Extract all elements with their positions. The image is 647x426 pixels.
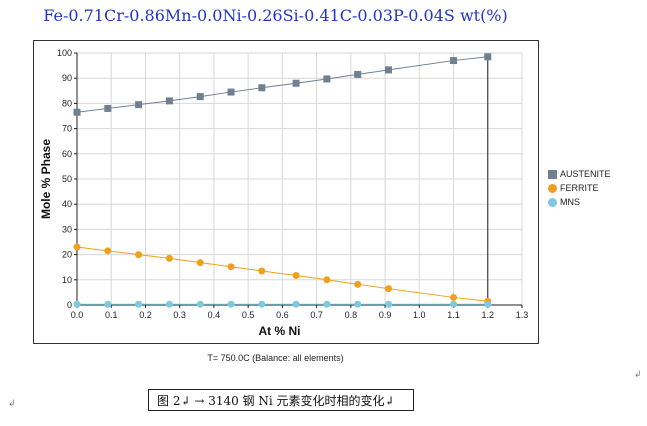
y-tick-label: 20 — [62, 250, 72, 260]
point-austenite — [323, 75, 331, 83]
point-ferrite — [385, 285, 392, 293]
point-ferrite — [227, 263, 235, 271]
point-austenite — [354, 70, 362, 78]
x-tick-label: 1.1 — [447, 310, 460, 320]
point-mns — [292, 300, 300, 308]
x-tick-label: 0.8 — [345, 310, 358, 320]
y-axis-title: Mole % Phase — [39, 139, 53, 219]
return-mark-left: ↲ — [8, 398, 16, 408]
y-tick-label: 60 — [62, 149, 72, 159]
chart-title: Fe-0.71Cr-0.86Mn-0.0Ni-0.26Si-0.41C-0.03… — [43, 6, 508, 25]
legend-item-ferrite: FERRITE — [548, 181, 611, 195]
point-mns — [165, 300, 173, 308]
point-austenite — [73, 108, 81, 116]
y-tick-label: 0 — [67, 300, 72, 310]
legend-item-mns: MNS — [548, 195, 611, 209]
legend-item-austenite: AUSTENITE — [548, 167, 611, 181]
point-mns — [227, 300, 235, 308]
point-austenite — [292, 79, 300, 87]
x-tick-label: 1.2 — [482, 310, 495, 320]
point-austenite — [258, 84, 266, 92]
point-ferrite — [73, 243, 81, 251]
legend-swatch — [548, 169, 557, 179]
point-mns — [385, 300, 392, 308]
x-tick-label: 0.7 — [310, 310, 323, 320]
point-mns — [196, 300, 204, 308]
legend-swatch — [548, 183, 557, 193]
point-mns — [135, 300, 143, 308]
x-tick-label: 0.0 — [71, 310, 84, 320]
y-tick-label: 50 — [62, 174, 72, 184]
point-ferrite — [258, 267, 266, 275]
point-austenite — [104, 104, 112, 112]
x-tick-label: 0.6 — [276, 310, 289, 320]
point-austenite — [484, 53, 492, 61]
point-ferrite — [135, 251, 143, 259]
x-tick-label: 0.9 — [379, 310, 392, 320]
point-ferrite — [292, 272, 300, 280]
x-tick-label: 0.1 — [105, 310, 118, 320]
legend-label: MNS — [560, 197, 580, 207]
point-austenite — [165, 97, 173, 105]
legend-label: AUSTENITE — [560, 169, 611, 179]
point-mns — [450, 300, 458, 308]
point-ferrite — [196, 259, 204, 267]
point-mns — [104, 300, 112, 308]
y-tick-label: 100 — [57, 48, 72, 58]
x-tick-label: 0.5 — [242, 310, 255, 320]
figure-caption: 图 2↲ → 3140 钢 Ni 元素变化时相的变化↲ — [148, 389, 414, 411]
y-tick-label: 90 — [62, 73, 72, 83]
point-mns — [354, 300, 362, 308]
legend: AUSTENITE FERRITE MNS — [548, 167, 611, 209]
point-ferrite — [323, 276, 331, 284]
point-mns — [258, 300, 266, 308]
point-ferrite — [450, 293, 458, 301]
x-tick-label: 0.4 — [208, 310, 221, 320]
point-austenite — [227, 88, 235, 96]
y-tick-label: 10 — [62, 275, 72, 285]
x-tick-label: 0.2 — [139, 310, 152, 320]
legend-swatch — [548, 197, 557, 207]
y-tick-label: 80 — [62, 98, 72, 108]
point-mns — [73, 300, 81, 308]
point-austenite — [196, 93, 204, 101]
point-austenite — [450, 57, 458, 65]
point-mns — [323, 300, 331, 308]
x-tick-label: 0.3 — [173, 310, 186, 320]
y-tick-label: 30 — [62, 224, 72, 234]
temperature-note: T= 750.0C (Balance: all elements) — [207, 353, 344, 363]
point-ferrite — [354, 280, 362, 288]
legend-label: FERRITE — [560, 183, 599, 193]
y-tick-label: 70 — [62, 124, 72, 134]
y-tick-label: 40 — [62, 199, 72, 209]
return-mark-right: ↲ — [634, 369, 642, 379]
point-mns — [484, 300, 492, 308]
point-austenite — [135, 101, 143, 109]
x-axis-title: At % Ni — [259, 324, 301, 338]
point-ferrite — [104, 247, 112, 255]
point-ferrite — [165, 254, 173, 262]
point-austenite — [385, 66, 392, 74]
x-tick-label: 1.3 — [516, 310, 529, 320]
x-tick-label: 1.0 — [413, 310, 426, 320]
